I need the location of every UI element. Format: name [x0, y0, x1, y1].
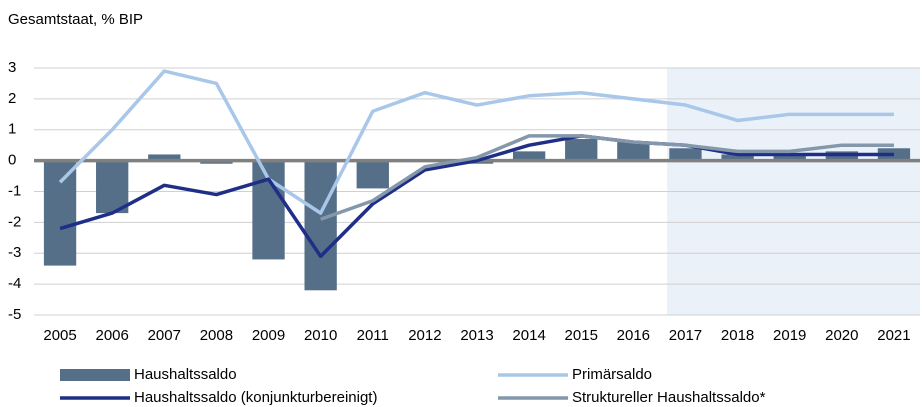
bar — [96, 160, 129, 214]
legend-label: Primärsaldo — [572, 366, 652, 383]
y-tick-label: -4 — [8, 275, 21, 292]
y-tick-label: 1 — [8, 121, 16, 138]
x-tick-label: 2018 — [721, 327, 754, 344]
y-tick-label: -2 — [8, 213, 21, 230]
bar — [565, 139, 598, 161]
legend-swatch — [60, 369, 130, 381]
x-tick-label: 2009 — [252, 327, 285, 344]
line — [58, 69, 894, 215]
line — [59, 134, 894, 259]
legend-label: Haushaltssaldo — [134, 366, 237, 383]
bar — [252, 160, 285, 260]
y-tick-label: -3 — [8, 244, 21, 261]
x-tick-label: 2013 — [460, 327, 493, 344]
bar — [669, 148, 702, 161]
y-tick-label: 0 — [8, 152, 16, 169]
x-tick-label: 2006 — [95, 327, 128, 344]
line — [320, 134, 894, 221]
bar — [721, 154, 754, 161]
legend-label: Struktureller Haushaltssaldo* — [572, 389, 766, 406]
y-tick-label: 2 — [8, 90, 16, 107]
x-tick-label: 2014 — [512, 327, 545, 344]
x-tick-label: 2021 — [877, 327, 910, 344]
y-tick-label: 3 — [8, 59, 16, 76]
x-tick-label: 2011 — [357, 327, 389, 344]
x-tick-label: 2010 — [304, 327, 337, 344]
bar — [43, 160, 77, 266]
x-tick-label: 2012 — [408, 327, 441, 344]
bar — [617, 142, 650, 161]
bar — [148, 154, 181, 161]
legend-label: Haushaltssaldo (konjunkturbereinigt) — [134, 389, 377, 406]
x-tick-label: 2019 — [773, 327, 806, 344]
x-tick-label: 2016 — [617, 327, 650, 344]
x-tick-label: 2020 — [825, 327, 858, 344]
bar — [512, 151, 546, 161]
bar — [773, 154, 806, 161]
x-tick-label: 2007 — [148, 327, 181, 344]
x-tick-label: 2015 — [565, 327, 598, 344]
chart-title: Gesamtstaat, % BIP — [8, 11, 143, 28]
x-tick-label: 2005 — [43, 327, 76, 344]
bar — [356, 160, 389, 189]
y-tick-label: -1 — [8, 182, 21, 199]
x-tick-label: 2017 — [669, 327, 702, 344]
y-tick-label: -5 — [8, 306, 21, 323]
bar — [304, 160, 337, 291]
x-tick-label: 2008 — [200, 327, 233, 344]
